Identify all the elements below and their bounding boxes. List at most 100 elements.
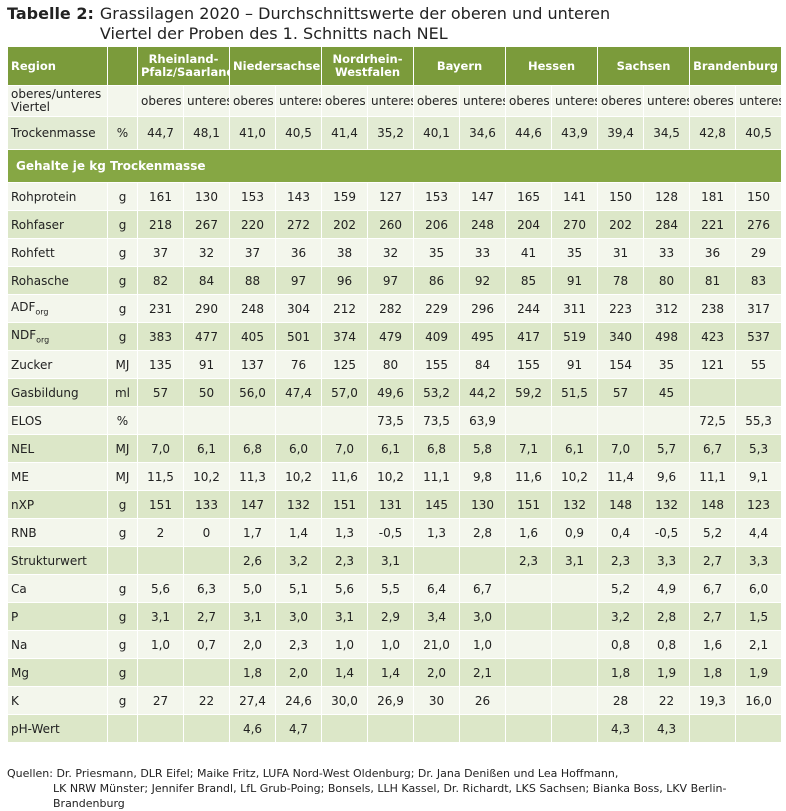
value-cell: 150 bbox=[597, 182, 645, 211]
value-cell bbox=[505, 714, 553, 743]
value-cell: 340 bbox=[597, 322, 645, 351]
footer: Quellen: Dr. Priesmann, DLR Eifel; Maike… bbox=[7, 766, 786, 811]
row-label-text: Mg bbox=[11, 665, 29, 680]
value-cell: 36 bbox=[274, 238, 323, 267]
data-row: Mg g 1,8 2,0 1,4 1,4 2,0 2,1 1,8 1,9 1,8 1,9 bbox=[7, 658, 783, 687]
unit-cell: g bbox=[107, 490, 138, 519]
quarter-cell: oberes bbox=[413, 85, 461, 117]
value-cell: 501 bbox=[274, 322, 323, 351]
unit-cell: g bbox=[107, 658, 138, 687]
value-cell: 2,1 bbox=[459, 658, 507, 687]
unit-cell: % bbox=[107, 406, 138, 435]
value-cell: 3,1 bbox=[137, 602, 184, 631]
value-cell: 4,4 bbox=[735, 518, 783, 547]
value-cell bbox=[183, 406, 230, 435]
value-cell: 5,1 bbox=[274, 574, 323, 603]
value-cell: 130 bbox=[459, 490, 507, 519]
value-cell: 135 bbox=[137, 350, 184, 379]
value-cell: 2,7 bbox=[689, 546, 737, 575]
value-cell: 41,0 bbox=[229, 116, 276, 150]
value-cell: 63,9 bbox=[459, 406, 507, 435]
region-line: Sachsen bbox=[616, 58, 671, 73]
row-label-text: NEL bbox=[11, 441, 35, 456]
value-cell: 55,3 bbox=[735, 406, 783, 435]
value-cell: 1,8 bbox=[229, 658, 276, 687]
row-label-sub: org bbox=[36, 335, 50, 345]
value-cell: 5,7 bbox=[643, 434, 691, 463]
value-cell: 55 bbox=[735, 350, 783, 379]
value-cell: 21,0 bbox=[413, 630, 461, 659]
value-cell: 22 bbox=[183, 686, 230, 715]
unit-cell: g bbox=[107, 266, 138, 295]
value-cell: 229 bbox=[413, 294, 461, 323]
value-cell: 3,2 bbox=[274, 546, 323, 575]
value-cell: 53,2 bbox=[413, 378, 461, 407]
value-cell bbox=[505, 630, 553, 659]
value-cell: 2,7 bbox=[183, 602, 230, 631]
value-cell: 3,1 bbox=[551, 546, 599, 575]
value-cell: 3,0 bbox=[459, 602, 507, 631]
value-cell: 37 bbox=[137, 238, 184, 267]
value-cell: 159 bbox=[321, 182, 369, 211]
row-label: pH-Wert bbox=[7, 714, 108, 743]
value-cell: 4,6 bbox=[229, 714, 276, 743]
value-cell: 248 bbox=[459, 210, 507, 239]
value-cell: 132 bbox=[551, 490, 599, 519]
value-cell: 204 bbox=[505, 210, 553, 239]
value-cell: 383 bbox=[137, 322, 184, 351]
value-cell: 1,4 bbox=[321, 658, 369, 687]
value-cell: 34,5 bbox=[643, 116, 691, 150]
value-cell: 2,3 bbox=[597, 546, 645, 575]
value-cell: 30 bbox=[413, 686, 461, 715]
unit-cell: % bbox=[107, 116, 138, 150]
value-cell: 2,3 bbox=[505, 546, 553, 575]
value-cell: 221 bbox=[689, 210, 737, 239]
value-cell: 39,4 bbox=[597, 116, 645, 150]
value-cell: 24,6 bbox=[274, 686, 323, 715]
value-cell bbox=[229, 406, 276, 435]
value-cell: 296 bbox=[459, 294, 507, 323]
quarter-cell: oberes bbox=[505, 85, 553, 117]
value-cell: 44,6 bbox=[505, 116, 553, 150]
data-row: Rohasche g 82 84 88 97 96 97 86 92 85 91 78 80 81 83 bbox=[7, 266, 783, 295]
value-cell: 151 bbox=[137, 490, 184, 519]
value-cell: 27,4 bbox=[229, 686, 276, 715]
value-cell: 6,1 bbox=[183, 434, 230, 463]
row-label-text: ME bbox=[11, 469, 29, 484]
value-cell: 282 bbox=[367, 294, 415, 323]
quarter-cell: unteres bbox=[367, 85, 415, 117]
value-cell: 11,1 bbox=[689, 462, 737, 491]
value-cell bbox=[643, 406, 691, 435]
value-cell: 3,0 bbox=[274, 602, 323, 631]
column-header bbox=[107, 46, 138, 86]
footer-line: Quellen: Dr. Priesmann, DLR Eifel; Maike… bbox=[7, 767, 619, 780]
value-cell: 304 bbox=[274, 294, 323, 323]
value-cell: 4,7 bbox=[274, 714, 323, 743]
value-cell: 43,9 bbox=[551, 116, 599, 150]
quarter-cell: oberes bbox=[229, 85, 276, 117]
value-cell: 5,5 bbox=[367, 574, 415, 603]
value-cell: 141 bbox=[551, 182, 599, 211]
value-cell: 2,3 bbox=[321, 546, 369, 575]
value-cell bbox=[367, 714, 415, 743]
title-text: Grassilagen 2020 – Durchschnittswerte de… bbox=[100, 4, 610, 44]
value-cell bbox=[735, 378, 783, 407]
row-label: Trockenmasse bbox=[7, 116, 108, 150]
value-cell: 148 bbox=[597, 490, 645, 519]
value-cell: 22 bbox=[643, 686, 691, 715]
unit-cell: g bbox=[107, 238, 138, 267]
value-cell: 30,0 bbox=[321, 686, 369, 715]
unit-cell: g bbox=[107, 322, 138, 351]
value-cell: 374 bbox=[321, 322, 369, 351]
value-cell bbox=[321, 406, 369, 435]
value-cell: 218 bbox=[137, 210, 184, 239]
value-cell: 145 bbox=[413, 490, 461, 519]
row-label-text: Rohfaser bbox=[11, 217, 64, 232]
value-cell: 417 bbox=[505, 322, 553, 351]
row-label: Rohprotein bbox=[7, 182, 108, 211]
value-cell: 123 bbox=[735, 490, 783, 519]
value-cell bbox=[551, 602, 599, 631]
